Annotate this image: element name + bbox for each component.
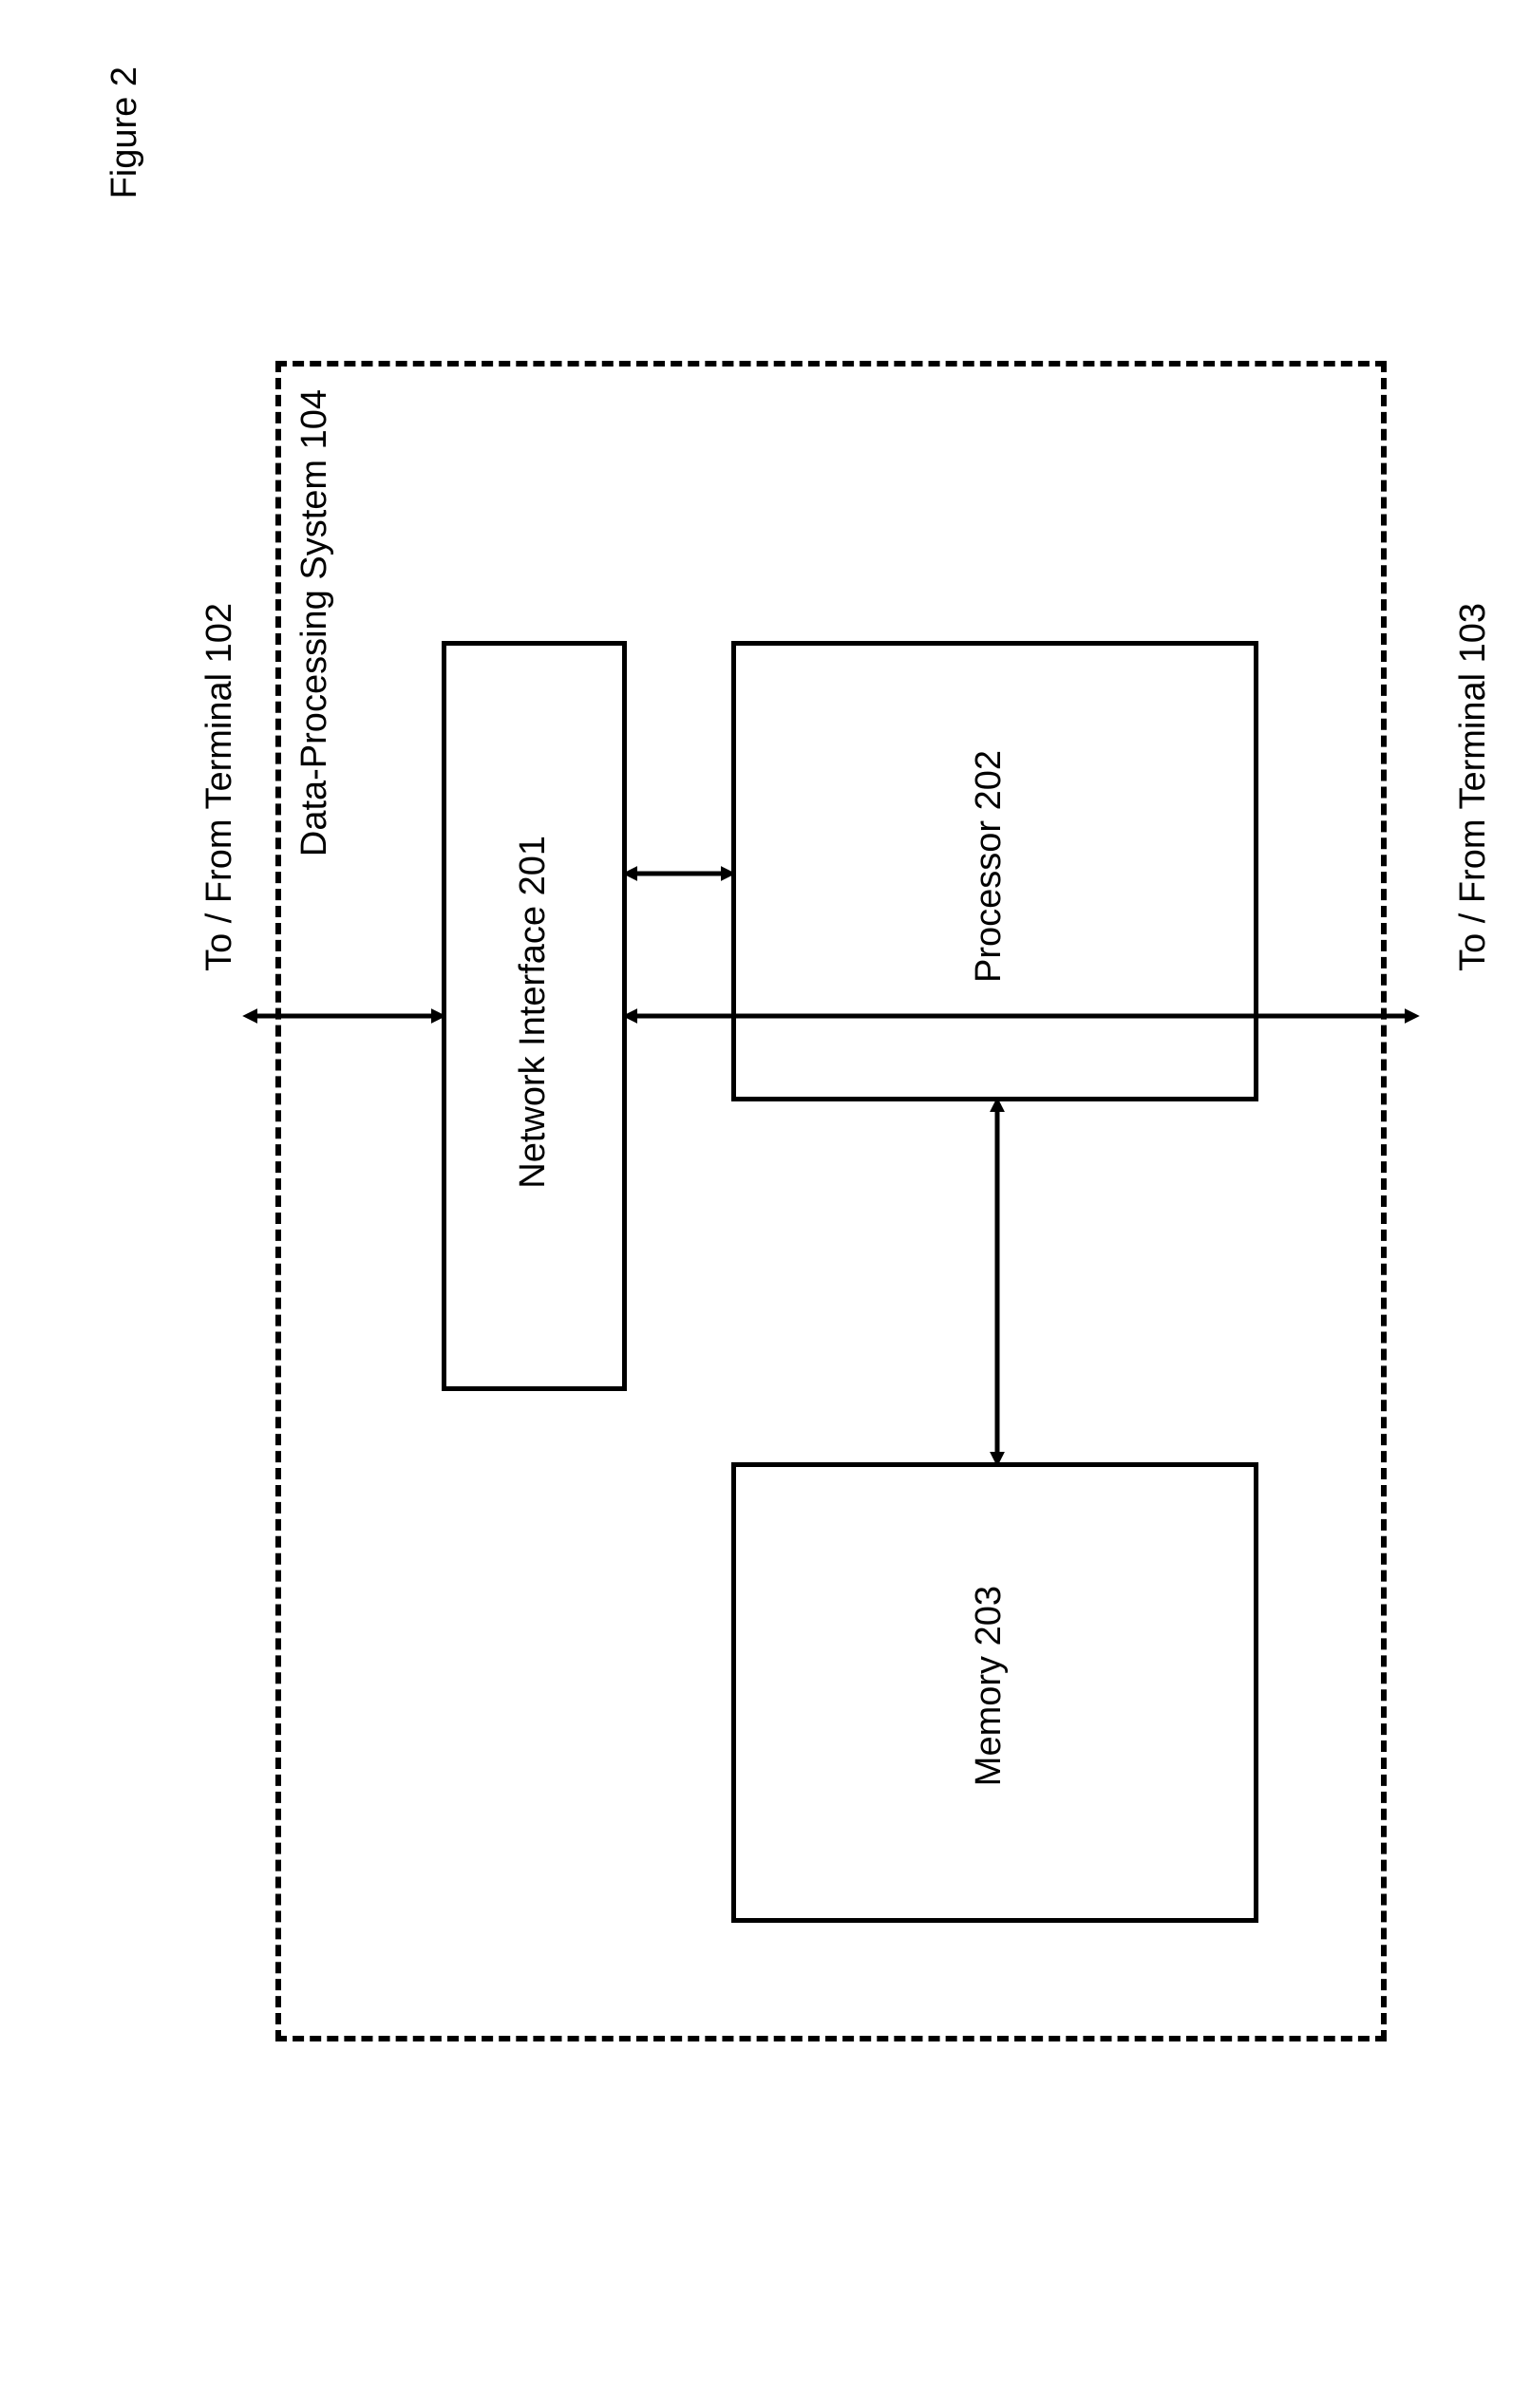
arrows-layer: [0, 0, 1531, 2408]
